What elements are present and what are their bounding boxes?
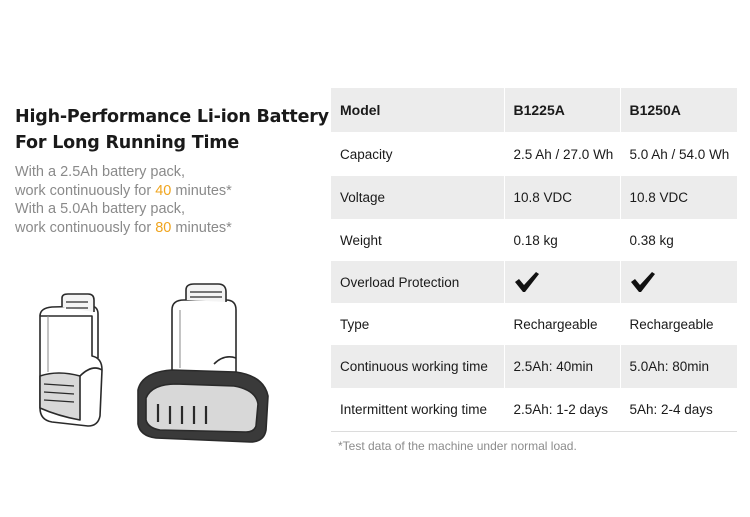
cell-value: 5.0Ah: 80min bbox=[619, 345, 737, 388]
spec-table: Model B1225A B1250A Capacity 2.5 Ah / 27… bbox=[331, 88, 737, 432]
description-text: With a 5.0Ah battery pack, bbox=[15, 201, 186, 217]
description-text: work continuously for bbox=[15, 182, 156, 199]
headline-line-2: For Long Running Time bbox=[15, 133, 240, 153]
battery-images bbox=[39, 283, 269, 443]
table-row: Continuous working time 2.5Ah: 40min 5.0… bbox=[331, 345, 737, 388]
cell-check bbox=[619, 261, 737, 303]
highlight-minutes-40: 40 bbox=[155, 182, 172, 199]
description-line: work continuously for 80 minutes* bbox=[15, 219, 325, 238]
cell-value: 2.5Ah: 1-2 days bbox=[503, 388, 620, 432]
headline-line-1: High-Performance Li-ion Battery bbox=[15, 107, 329, 127]
cell-value: 0.18 kg bbox=[503, 219, 620, 261]
battery-5.0ah-icon bbox=[137, 283, 269, 443]
row-label: Continuous working time bbox=[331, 345, 504, 388]
cell-value: 5Ah: 2-4 days bbox=[619, 388, 737, 432]
highlight-minutes-80: 80 bbox=[155, 219, 172, 236]
cell-value: 5.0 Ah / 54.0 Wh bbox=[619, 132, 737, 176]
table-row: Voltage 10.8 VDC 10.8 VDC bbox=[331, 176, 737, 219]
cell-value: 10.8 VDC bbox=[503, 176, 620, 219]
description-line: With a 2.5Ah battery pack, bbox=[15, 163, 325, 182]
table-header-row: Model B1225A B1250A bbox=[331, 88, 737, 132]
description-line: With a 5.0Ah battery pack, bbox=[15, 200, 325, 219]
row-label: Overload Protection bbox=[331, 261, 504, 303]
description-text: minutes* bbox=[171, 219, 232, 236]
cell-value: 0.38 kg bbox=[619, 219, 737, 261]
cell-check bbox=[503, 261, 620, 303]
table-row: Type Rechargeable Rechargeable bbox=[331, 303, 737, 345]
headline: High-Performance Li-ion Battery For Long… bbox=[15, 104, 335, 156]
check-icon bbox=[514, 272, 539, 292]
check-icon bbox=[630, 272, 655, 292]
description: With a 2.5Ah battery pack, work continuo… bbox=[15, 163, 325, 237]
description-line: work continuously for 40 minutes* bbox=[15, 182, 325, 201]
row-label: Weight bbox=[340, 232, 382, 248]
header-model-2: B1250A bbox=[619, 88, 737, 132]
row-label: Voltage bbox=[331, 176, 504, 219]
cell-value: Rechargeable bbox=[503, 303, 620, 345]
table-row: Weight 0.18 kg 0.38 kg bbox=[331, 219, 737, 261]
table-row: Intermittent working time 2.5Ah: 1-2 day… bbox=[331, 388, 737, 432]
cell-value: 2.5Ah: 40min bbox=[503, 345, 620, 388]
row-label: Type bbox=[340, 316, 370, 332]
table-row: Overload Protection bbox=[331, 261, 737, 303]
footnote: *Test data of the machine under normal l… bbox=[338, 439, 577, 453]
description-text: With a 2.5Ah battery pack, bbox=[15, 164, 186, 180]
cell-value: 10.8 VDC bbox=[619, 176, 737, 219]
table-row: Capacity 2.5 Ah / 27.0 Wh 5.0 Ah / 54.0 … bbox=[331, 132, 737, 176]
row-label: Capacity bbox=[340, 146, 393, 162]
header-label: Model bbox=[331, 88, 504, 132]
description-text: work continuously for bbox=[15, 219, 156, 236]
cell-value: 2.5 Ah / 27.0 Wh bbox=[503, 132, 620, 176]
description-text: minutes* bbox=[171, 182, 232, 199]
battery-2.5ah-icon bbox=[39, 293, 103, 427]
cell-value: Rechargeable bbox=[619, 303, 737, 345]
row-label: Intermittent working time bbox=[331, 388, 504, 432]
header-model-1: B1225A bbox=[503, 88, 620, 132]
